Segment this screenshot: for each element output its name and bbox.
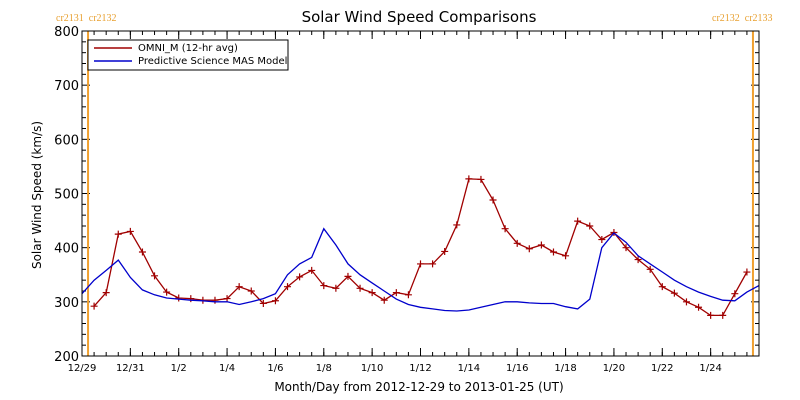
y-tick-label: 200 bbox=[54, 350, 79, 365]
omni-data-point bbox=[175, 294, 183, 302]
omni-data-point bbox=[670, 289, 678, 297]
omni-data-point bbox=[247, 287, 255, 295]
omni-data-point bbox=[404, 291, 412, 299]
omni-data-point bbox=[537, 241, 545, 249]
omni-data-point bbox=[743, 268, 751, 276]
carrington-label-right: cr2132 bbox=[89, 13, 117, 24]
omni-series-line bbox=[93, 178, 748, 317]
legend-label-mas: Predictive Science MAS Model bbox=[138, 56, 287, 67]
omni-data-point bbox=[356, 284, 364, 292]
x-tick-label: 1/6 bbox=[267, 363, 283, 374]
omni-data-point bbox=[380, 296, 388, 304]
omni-data-point bbox=[719, 311, 727, 319]
omni-data-point bbox=[574, 217, 582, 225]
x-tick-label: 1/4 bbox=[219, 363, 235, 374]
omni-data-point bbox=[658, 283, 666, 291]
y-tick-label: 300 bbox=[54, 296, 79, 311]
omni-data-point bbox=[731, 290, 739, 298]
x-tick-label: 12/29 bbox=[68, 363, 97, 374]
y-tick-label: 600 bbox=[54, 133, 79, 148]
omni-data-point bbox=[501, 225, 509, 233]
legend-label-omni: OMNI_M (12-hr avg) bbox=[138, 43, 238, 54]
x-tick-label: 1/10 bbox=[361, 363, 383, 374]
omni-data-point bbox=[126, 227, 134, 235]
omni-data-point bbox=[235, 283, 243, 291]
omni-data-point bbox=[223, 295, 231, 303]
y-tick-label: 400 bbox=[54, 242, 79, 257]
omni-data-point bbox=[368, 289, 376, 297]
omni-data-point bbox=[90, 302, 98, 310]
omni-data-point bbox=[187, 295, 195, 303]
carrington-label-left: cr2131 bbox=[56, 13, 84, 24]
omni-data-point bbox=[646, 265, 654, 273]
legend-box bbox=[87, 39, 289, 71]
omni-data-point bbox=[392, 289, 400, 297]
plot-area: 200 300 400 500 600 700 800 12/29 12/31 1/2 1/4 1/6… bbox=[54, 13, 772, 374]
y-axis-label: Solar Wind Speed (km/s) bbox=[30, 121, 44, 269]
omni-data-point bbox=[465, 175, 473, 183]
omni-data-point bbox=[163, 288, 171, 296]
plot-frame bbox=[81, 30, 760, 357]
omni-data-point bbox=[441, 247, 449, 255]
x-tick-label: 1/2 bbox=[171, 363, 187, 374]
omni-data-point bbox=[634, 256, 642, 264]
omni-data-point bbox=[344, 272, 352, 280]
omni-data-point bbox=[102, 289, 110, 297]
y-tick-label: 700 bbox=[54, 79, 79, 94]
omni-data-point bbox=[332, 284, 340, 292]
omni-data-point bbox=[489, 196, 497, 204]
omni-data-point bbox=[622, 244, 630, 252]
omni-data-point bbox=[695, 303, 703, 311]
omni-data-point bbox=[151, 272, 159, 280]
omni-data-point bbox=[429, 260, 437, 268]
chart-title: Solar Wind Speed Comparisons bbox=[302, 8, 537, 26]
carrington-label-left: cr2132 bbox=[712, 13, 740, 24]
carrington-marker-label: cr2132 cr2133 bbox=[712, 13, 773, 24]
omni-data-point bbox=[308, 266, 316, 274]
omni-data-point bbox=[138, 248, 146, 256]
omni-data-point bbox=[417, 260, 424, 268]
x-tick-label: 1/20 bbox=[603, 363, 625, 374]
omni-data-point bbox=[320, 282, 328, 290]
omni-data-point bbox=[598, 236, 606, 244]
x-tick-label: 1/22 bbox=[651, 363, 673, 374]
x-tick-label: 1/16 bbox=[506, 363, 528, 374]
y-tick-label: 800 bbox=[54, 25, 79, 40]
omni-data-point bbox=[707, 311, 715, 319]
carrington-label-right: cr2133 bbox=[745, 13, 773, 24]
mas-series-line bbox=[81, 227, 760, 312]
x-tick-label: 1/18 bbox=[554, 363, 576, 374]
omni-data-point bbox=[586, 222, 594, 230]
omni-data-point bbox=[513, 239, 521, 247]
x-axis-label: Month/Day from 2012-12-29 to 2013-01-25 … bbox=[274, 380, 563, 394]
omni-data-point bbox=[211, 296, 219, 304]
omni-data-point bbox=[549, 248, 557, 256]
omni-data-point bbox=[259, 299, 267, 307]
legend: OMNI_M (12-hr avg) Predictive Science MA… bbox=[87, 39, 289, 71]
x-tick-label: 12/31 bbox=[116, 363, 145, 374]
omni-data-point bbox=[682, 298, 690, 306]
omni-data-point bbox=[477, 175, 485, 183]
x-tick-label: 1/14 bbox=[458, 363, 480, 374]
x-tick-label: 1/24 bbox=[699, 363, 721, 374]
y-tick-label: 500 bbox=[54, 188, 79, 203]
omni-data-point bbox=[114, 230, 122, 238]
omni-data-point bbox=[284, 283, 292, 291]
x-tick-label: 1/8 bbox=[316, 363, 332, 374]
x-tick-label: 1/12 bbox=[409, 363, 431, 374]
omni-data-point bbox=[453, 221, 461, 229]
carrington-marker-label: cr2131 cr2132 bbox=[56, 13, 117, 24]
omni-data-point bbox=[271, 297, 279, 305]
omni-data-point bbox=[296, 273, 304, 281]
omni-data-point bbox=[562, 252, 570, 260]
omni-data-point bbox=[525, 245, 533, 253]
